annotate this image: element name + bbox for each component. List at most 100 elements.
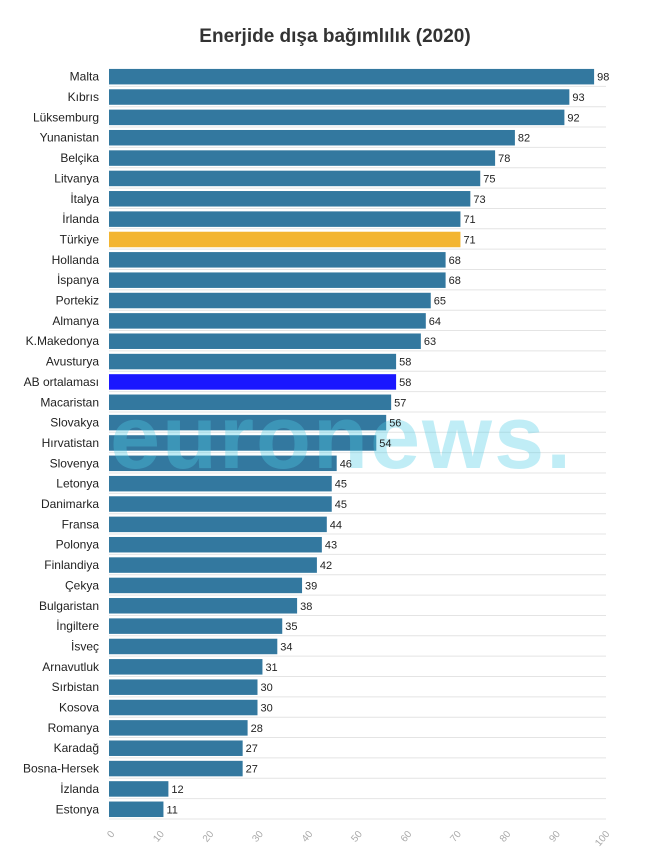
category-label: Avusturya [46, 355, 99, 369]
bar [109, 252, 446, 268]
category-label: Malta [70, 70, 100, 84]
value-label: 57 [394, 397, 406, 409]
x-tick-label: 70 [448, 829, 464, 845]
category-label: Slovakya [50, 416, 99, 430]
bar [109, 211, 461, 227]
bar [109, 89, 570, 105]
value-label: 27 [246, 743, 258, 755]
bar [109, 801, 164, 818]
bar [109, 679, 258, 695]
category-label: Polonya [56, 538, 100, 552]
bar [109, 760, 243, 777]
value-label: 75 [483, 173, 495, 185]
category-label: Finlandiya [44, 558, 99, 572]
value-label: 45 [335, 479, 347, 491]
category-label: Belçika [60, 151, 99, 165]
bar [109, 353, 397, 370]
bar [109, 150, 496, 166]
category-label: AB ortalaması [24, 375, 99, 389]
category-label: Letonya [56, 477, 99, 491]
x-tick-label: 50 [349, 829, 365, 845]
bar [109, 109, 565, 126]
category-label: İsveç [71, 639, 99, 653]
value-label: 54 [379, 438, 391, 450]
category-label: İzlanda [60, 782, 99, 796]
bar [109, 618, 283, 634]
bar [109, 414, 387, 431]
x-axis: 0 10 20 30 40 50 60 70 80 90 100 [105, 829, 612, 849]
value-label: 73 [473, 194, 485, 206]
value-label: 58 [399, 357, 411, 369]
value-label: 63 [424, 336, 436, 348]
category-label: Danimarka [41, 497, 99, 511]
category-label: Arnavutluk [42, 660, 100, 674]
x-tick-label: 20 [201, 829, 217, 845]
value-label: 11 [166, 804, 177, 816]
bar [109, 231, 461, 248]
bar [109, 720, 248, 736]
category-label: Romanya [48, 721, 100, 735]
bar [109, 598, 298, 614]
bar [109, 394, 392, 411]
bar [109, 557, 317, 573]
x-tick-label: 100 [593, 829, 612, 849]
bar [109, 536, 322, 553]
category-label: Çekya [65, 578, 99, 592]
category-label: Kosova [59, 701, 99, 715]
value-label: 46 [340, 458, 352, 470]
value-label: 43 [325, 540, 337, 552]
value-label: 78 [498, 153, 510, 165]
value-label: 28 [251, 723, 263, 735]
value-label: 58 [399, 377, 411, 389]
category-label: İtalya [70, 192, 99, 206]
category-label: Almanya [52, 314, 99, 328]
bar [109, 496, 332, 512]
value-label: 42 [320, 560, 332, 572]
value-label: 34 [280, 641, 292, 653]
bar [109, 68, 595, 85]
bar [109, 455, 337, 472]
bar [109, 170, 481, 187]
x-tick-label: 80 [498, 829, 514, 845]
value-label: 45 [335, 499, 347, 511]
bar [109, 435, 377, 451]
category-label: K.Makedonya [26, 334, 100, 348]
value-label: 68 [449, 275, 461, 287]
x-tick-label: 30 [250, 829, 266, 845]
bar [109, 272, 446, 288]
category-label: İngiltere [56, 619, 99, 633]
category-label: Litvanya [54, 171, 99, 185]
category-label: İspanya [57, 273, 99, 287]
value-label: 27 [246, 764, 258, 776]
value-labels: 9893928278757371716868656463585857565446… [166, 72, 609, 817]
category-label: Türkiye [60, 232, 100, 246]
category-label: Karadağ [54, 741, 99, 755]
value-label: 39 [305, 580, 317, 592]
bar [109, 292, 431, 309]
category-labels: Malta Kıbrıs Lüksemburg Yunanistan Belçika Li… [23, 70, 100, 817]
value-label: 44 [330, 519, 342, 531]
category-label: Macaristan [40, 395, 99, 409]
row-gridlines [109, 85, 606, 820]
bar [109, 659, 263, 675]
value-label: 82 [518, 133, 530, 145]
value-label: 38 [300, 601, 312, 613]
value-label: 65 [434, 296, 446, 308]
value-label: 12 [171, 784, 183, 796]
x-tick-label: 90 [547, 829, 563, 845]
value-label: 92 [567, 112, 579, 124]
category-label: Yunanistan [40, 131, 99, 145]
bar [109, 191, 471, 207]
value-label: 71 [463, 214, 475, 226]
category-label: Portekiz [56, 294, 99, 308]
bar [109, 638, 278, 655]
category-label: Sırbistan [52, 680, 99, 694]
value-label: 68 [449, 255, 461, 267]
bar [109, 740, 243, 756]
x-tick-label: 10 [151, 829, 167, 845]
chart-title: Enerjide dışa bağımlılık (2020) [199, 26, 470, 47]
category-label: Fransa [62, 517, 100, 531]
value-label: 98 [597, 72, 609, 84]
value-label: 35 [285, 621, 297, 633]
